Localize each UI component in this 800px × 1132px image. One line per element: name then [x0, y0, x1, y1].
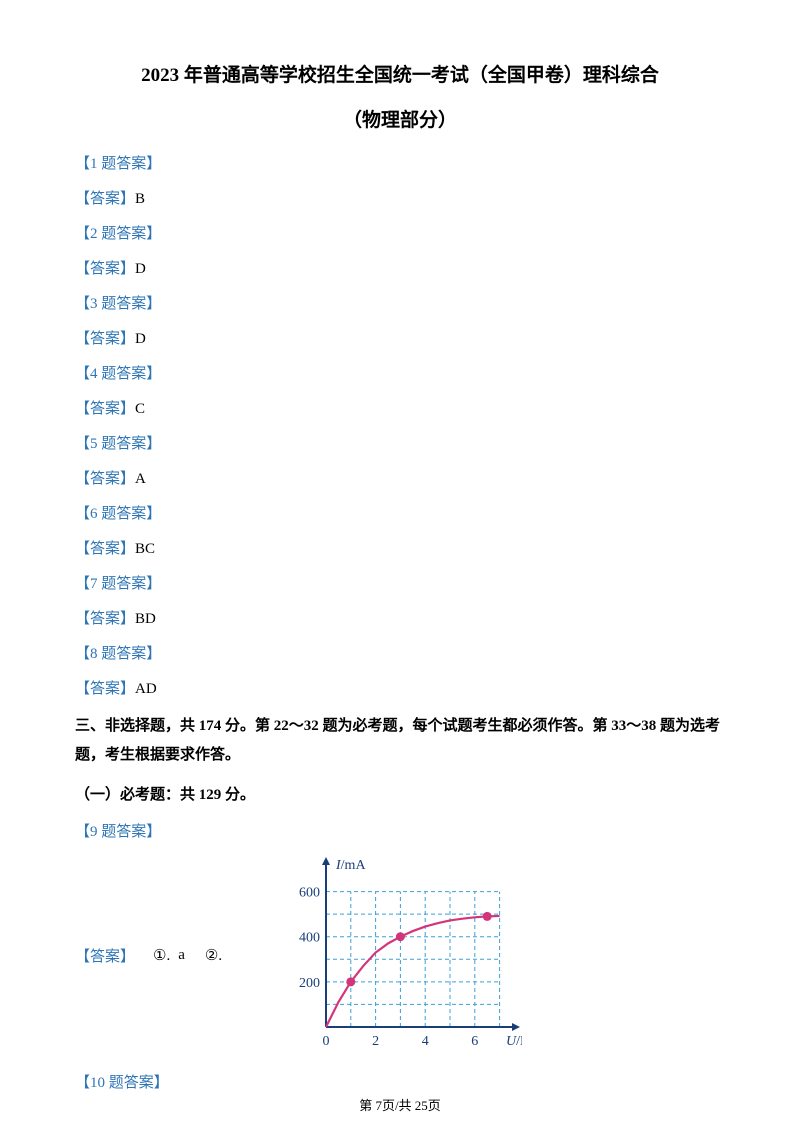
question-3-answer-value: D: [135, 331, 146, 347]
chart-svg: 0 2 4 6 200 400 600 U/N I/mA: [282, 855, 522, 1055]
question-7-answer-value: BD: [135, 611, 156, 627]
question-1-header: 【1 题答案】: [75, 156, 161, 172]
question-1-answer-value: B: [135, 191, 145, 207]
question-2-answer-label: 【答案】: [75, 261, 135, 277]
subsection-one-heading: （一）必考题：共 129 分。: [75, 783, 725, 804]
q9-blank1-val: a: [178, 947, 185, 964]
question-3-answer-label: 【答案】: [75, 331, 135, 347]
question-5-header: 【5 题答案】: [75, 436, 161, 452]
question-5-answer-value: A: [135, 471, 146, 487]
section-three-heading: 三、非选择题，共 174 分。第 22～32 题为必考题，每个试题考生都必须作答…: [75, 712, 725, 769]
question-8-answer-value: AD: [135, 681, 157, 697]
question-7-answer-label: 【答案】: [75, 611, 135, 627]
question-7-header: 【7 题答案】: [75, 576, 161, 592]
question-4-header: 【4 题答案】: [75, 366, 161, 382]
question-2-header: 【2 题答案】: [75, 226, 161, 242]
question-8-header: 【8 题答案】: [75, 646, 161, 662]
q10-header: 【10 题答案】: [75, 1075, 169, 1091]
question-2-answer-value: D: [135, 261, 146, 277]
svg-text:2: 2: [372, 1034, 379, 1049]
question-5-answer-label: 【答案】: [75, 471, 135, 487]
svg-text:400: 400: [299, 931, 320, 946]
question-4-answer-label: 【答案】: [75, 401, 135, 417]
svg-text:600: 600: [299, 886, 320, 901]
question-1-answer-label: 【答案】: [75, 191, 135, 207]
answers-block: 【1 题答案】【答案】B【2 题答案】【答案】D【3 题答案】【答案】D【4 题…: [75, 152, 725, 698]
svg-text:6: 6: [471, 1034, 478, 1049]
svg-text:U/N: U/N: [506, 1034, 522, 1049]
question-6-answer-value: BC: [135, 541, 155, 557]
question-3-header: 【3 题答案】: [75, 296, 161, 312]
q9-answer-label: 【答案】: [75, 945, 135, 966]
page-title-line1: 2023 年普通高等学校招生全国统一考试（全国甲卷）理科综合: [75, 60, 725, 87]
svg-text:I/mA: I/mA: [335, 858, 366, 873]
q9-blank1-num: ①.: [153, 946, 170, 965]
question-8-answer-label: 【答案】: [75, 681, 135, 697]
q9-answer-row: 【答案】 ①. a ②. 0 2 4 6 200 400 600 U/N I/mA: [75, 855, 725, 1055]
svg-text:200: 200: [299, 976, 320, 991]
svg-text:0: 0: [323, 1034, 330, 1049]
question-6-answer-label: 【答案】: [75, 541, 135, 557]
q9-blank2-num: ②.: [205, 946, 222, 965]
q9-header: 【9 题答案】: [75, 824, 161, 840]
page-title-line2: （物理部分）: [75, 105, 725, 132]
q9-chart: 0 2 4 6 200 400 600 U/N I/mA: [282, 855, 522, 1055]
question-4-answer-value: C: [135, 401, 145, 417]
svg-text:4: 4: [422, 1034, 429, 1049]
question-6-header: 【6 题答案】: [75, 506, 161, 522]
page-footer: 第 7页/共 25页: [0, 1095, 800, 1114]
